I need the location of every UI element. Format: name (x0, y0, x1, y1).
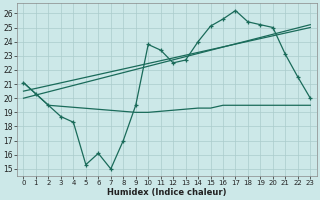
X-axis label: Humidex (Indice chaleur): Humidex (Indice chaleur) (107, 188, 227, 197)
